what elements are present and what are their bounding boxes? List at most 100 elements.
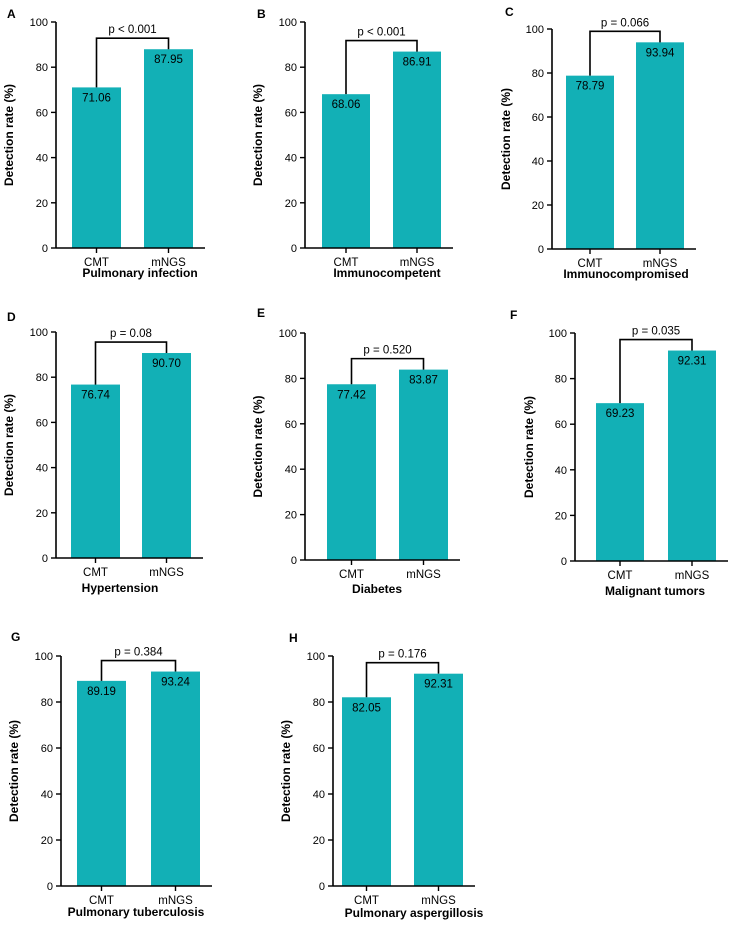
chart-panel-d: D 0 20 40 60 80 100 CMT mNGS 76.74 90.70 p = 0.08 De… <box>2 310 203 595</box>
panel-letter: C <box>505 5 514 19</box>
x-tick-label: mNGS <box>151 257 186 269</box>
y-axis-title: Detection rate (%) <box>522 396 536 498</box>
y-tick-label: 80 <box>555 374 567 386</box>
panel-letter: D <box>7 310 16 324</box>
bar-mngs <box>142 353 191 558</box>
significance-bracket <box>589 30 661 76</box>
y-axis-title: Detection rate (%) <box>2 84 16 186</box>
y-tick-label: 100 <box>30 17 48 29</box>
significance-bracket <box>100 659 177 681</box>
bar-value-label: 90.70 <box>152 358 181 370</box>
y-tick-label: 60 <box>36 417 48 429</box>
bar-value-label: 93.94 <box>646 47 675 59</box>
bar-cmt <box>71 384 120 558</box>
bar-value-label: 76.74 <box>81 390 110 402</box>
y-tick-label: 60 <box>532 112 544 124</box>
y-axis-title: Detection rate (%) <box>251 84 265 186</box>
y-axis-title: Detection rate (%) <box>499 88 513 190</box>
y-tick-label: 20 <box>36 508 48 520</box>
bar-value-label: 92.31 <box>678 356 707 368</box>
significance-bracket <box>619 338 693 404</box>
y-tick-label: 100 <box>526 24 544 36</box>
y-tick-label: 0 <box>561 556 567 568</box>
y-axis-title: Detection rate (%) <box>251 395 265 497</box>
bar-value-label: 71.06 <box>82 92 111 104</box>
y-tick-label: 80 <box>313 697 325 709</box>
x-tick-label: CMT <box>89 895 114 907</box>
x-tick-label: CMT <box>84 257 109 269</box>
x-tick-label: mNGS <box>643 258 678 270</box>
y-tick-label: 40 <box>36 153 48 165</box>
x-axis-title: Pulmonary infection <box>82 266 197 280</box>
bar-value-label: 89.19 <box>87 686 116 698</box>
panel-letter: G <box>11 630 20 644</box>
y-tick-label: 80 <box>36 62 48 74</box>
bar-value-label: 83.87 <box>409 375 438 387</box>
bar-cmt <box>342 697 391 886</box>
y-tick-label: 40 <box>285 464 297 476</box>
significance-bracket <box>365 661 440 698</box>
x-axis-title: Diabetes <box>352 582 402 596</box>
x-tick-label: CMT <box>578 258 603 270</box>
bar-mngs <box>668 350 716 561</box>
bar-value-label: 92.31 <box>424 679 453 691</box>
bar-cmt <box>327 384 376 560</box>
x-tick-label: CMT <box>354 895 379 907</box>
panel-letter: H <box>289 631 298 645</box>
y-tick-label: 60 <box>41 743 53 755</box>
y-tick-label: 40 <box>41 789 53 801</box>
x-axis-title: Hypertension <box>82 581 159 595</box>
y-tick-label: 60 <box>285 419 297 431</box>
y-tick-label: 80 <box>285 62 297 74</box>
y-tick-label: 100 <box>279 328 297 340</box>
y-axis-title: Detection rate (%) <box>2 394 16 496</box>
p-value-label: p = 0.066 <box>601 17 649 29</box>
bar-value-label: 86.91 <box>403 57 432 69</box>
significance-bracket <box>350 357 425 385</box>
x-tick-label: mNGS <box>675 570 710 582</box>
bar-value-label: 78.79 <box>576 81 605 93</box>
p-value-label: p = 0.035 <box>632 326 680 338</box>
bar-mngs <box>399 369 448 560</box>
x-axis-title: Pulmonary aspergillosis <box>345 906 484 920</box>
bar-cmt <box>77 680 126 886</box>
y-tick-label: 80 <box>285 373 297 385</box>
panel-letter: B <box>257 7 266 21</box>
bar-mngs <box>636 42 684 249</box>
p-value-label: p = 0.384 <box>114 647 163 659</box>
chart-panel-b: B 0 20 40 60 80 100 CMT mNGS 68.06 86.91 p < 0.001 D… <box>251 7 453 280</box>
x-tick-label: CMT <box>608 570 633 582</box>
bar-value-label: 82.05 <box>352 702 381 714</box>
y-tick-label: 40 <box>285 153 297 165</box>
bar-mngs <box>414 673 463 886</box>
chart-panel-a: A 0 20 40 60 80 100 CMT mNGS 71.06 87.95 p < 0.001 D… <box>2 7 205 280</box>
bar-mngs <box>151 671 200 886</box>
bar-mngs <box>393 51 441 248</box>
x-tick-label: mNGS <box>149 567 184 579</box>
bar-value-label: 87.95 <box>154 54 183 66</box>
p-value-label: p = 0.520 <box>363 345 411 357</box>
y-tick-label: 80 <box>36 372 48 384</box>
bar-value-label: 77.42 <box>337 389 366 401</box>
significance-bracket <box>345 39 418 95</box>
y-axis-title: Detection rate (%) <box>279 720 293 822</box>
y-tick-label: 0 <box>291 555 297 567</box>
y-tick-label: 0 <box>42 243 48 255</box>
bar-cmt <box>596 403 644 561</box>
y-tick-label: 20 <box>41 835 53 847</box>
significance-bracket <box>95 37 170 88</box>
y-tick-label: 20 <box>285 198 297 210</box>
significance-bracket <box>94 341 168 385</box>
y-tick-label: 60 <box>313 743 325 755</box>
bar-value-label: 93.24 <box>161 677 190 689</box>
y-axis-title: Detection rate (%) <box>7 720 21 822</box>
bar-value-label: 69.23 <box>606 408 635 420</box>
bar-cmt <box>566 75 614 249</box>
p-value-label: p < 0.001 <box>108 24 156 36</box>
y-tick-label: 0 <box>291 243 297 255</box>
y-tick-label: 0 <box>47 881 53 893</box>
y-tick-label: 20 <box>532 200 544 212</box>
p-value-label: p < 0.001 <box>357 27 405 39</box>
panel-letter: A <box>7 7 16 21</box>
